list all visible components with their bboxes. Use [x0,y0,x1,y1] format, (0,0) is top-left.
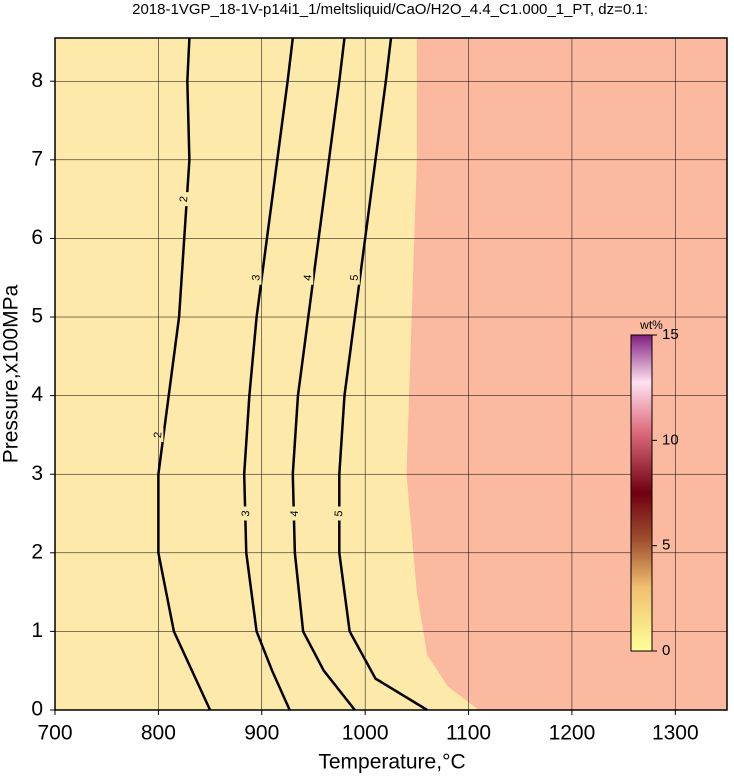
y-tick-label: 4 [31,383,43,406]
contour-label: 3 [250,274,262,281]
x-tick-label: 900 [244,722,279,745]
contour-label-bg [303,270,314,285]
contour-line [157,37,212,711]
y-tick-label: 6 [31,226,43,249]
y-axis-label: Pressure,x100MPa [0,284,23,463]
colorbar [630,334,653,652]
region [406,38,727,710]
y-tick-label: 1 [31,619,43,642]
colorbar-tick-label: 5 [662,537,670,554]
x-tick-label: 1100 [446,722,491,745]
contour-label-bg [179,192,190,207]
y-tick-label: 5 [31,305,43,328]
contour-label: 5 [348,274,360,281]
contour-label-bg [349,270,360,285]
colorbar-tick-label: 10 [662,431,679,448]
contour-label: 4 [289,510,301,517]
y-tick-label: 7 [31,147,43,170]
colorbar-label: wt% [639,318,663,332]
contour-label-bg [289,506,300,521]
colorbar-tick-label: 0 [662,642,670,659]
contour-label-bg [251,270,262,285]
x-tick-label: 800 [141,722,176,745]
y-tick-label: 2 [31,540,43,563]
x-tick-label: 1000 [342,722,389,745]
plot-frame [54,37,728,711]
contour-label: 5 [333,510,345,517]
contour-label: 4 [302,274,314,281]
contour-label: 2 [178,196,190,203]
y-tick-label: 0 [31,698,43,721]
colorbar-tick-label: 15 [662,326,679,343]
contour-label-bg [241,506,252,521]
y-tick-label: 3 [31,462,43,485]
x-tick-label: 700 [37,722,72,745]
x-tick-label: 1200 [549,722,596,745]
x-axis-label: Temperature,°C [318,751,465,774]
contour-label-bg [334,506,345,521]
contour-label: 3 [240,510,252,517]
y-tick-label: 8 [31,69,43,92]
x-tick-label: 1300 [652,722,699,745]
chart-title: 2018-1VGP_18-1V-p14i1_1/meltsliquid/CaO/… [132,1,648,18]
